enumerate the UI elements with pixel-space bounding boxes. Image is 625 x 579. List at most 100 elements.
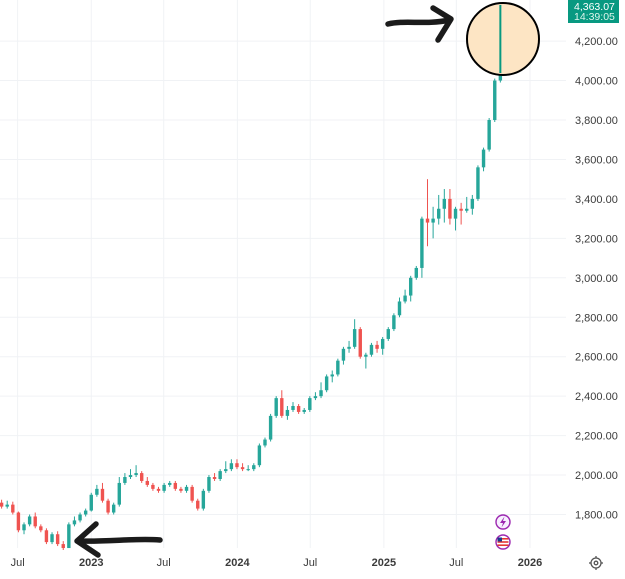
x-tick-label: Jul <box>157 557 171 569</box>
candle <box>235 459 239 470</box>
candle <box>437 194 441 225</box>
candle <box>229 459 234 472</box>
y-tick-label: 3,800.00 <box>575 115 618 127</box>
candle <box>39 524 43 533</box>
candle <box>330 370 334 383</box>
candle <box>324 374 329 393</box>
candle <box>453 206 458 231</box>
candle <box>33 512 37 529</box>
candle <box>369 342 374 357</box>
candle <box>179 486 183 493</box>
candle <box>218 469 222 481</box>
candle <box>240 463 245 472</box>
candle <box>134 465 138 478</box>
y-tick-label: 2,400.00 <box>575 391 618 403</box>
x-tick-label: 2023 <box>79 557 103 569</box>
x-tick-label: 2026 <box>518 557 542 569</box>
candle <box>408 275 413 302</box>
candle <box>380 336 385 355</box>
candle <box>302 407 306 414</box>
candle <box>358 327 362 359</box>
candle <box>263 437 267 448</box>
candle <box>5 500 9 509</box>
candle <box>375 340 379 353</box>
candle <box>95 484 99 497</box>
candle <box>470 194 475 215</box>
candle <box>397 297 402 318</box>
y-tick-label: 2,200.00 <box>575 431 618 443</box>
candle <box>61 541 65 551</box>
candle <box>11 501 15 515</box>
candle <box>89 492 93 512</box>
candle <box>78 512 82 523</box>
candle <box>336 358 340 377</box>
candle <box>352 319 357 349</box>
y-tick-label: 2,800.00 <box>575 312 618 324</box>
candle <box>319 382 323 399</box>
last-price-label: 4,363.07 <box>574 1 615 13</box>
candle <box>459 202 463 225</box>
us-flag-icon[interactable] <box>495 534 511 550</box>
candle <box>448 189 452 225</box>
candle <box>151 482 155 491</box>
candle <box>184 484 189 493</box>
candle <box>111 502 116 515</box>
candle <box>55 531 60 547</box>
y-tick-label: 4,200.00 <box>575 36 618 48</box>
y-axis: 1,800.00 2,000.00 2,200.00 2,400.00 2,600.00… <box>575 36 618 521</box>
y-tick-label: 4,000.00 <box>575 76 618 88</box>
candle <box>420 216 424 278</box>
x-tick-label: Jul <box>11 557 25 569</box>
candle <box>285 406 290 420</box>
candle <box>27 514 32 527</box>
candle <box>414 265 418 280</box>
candle <box>313 392 318 401</box>
candle <box>274 396 278 418</box>
candle <box>224 461 228 474</box>
candle <box>296 404 301 414</box>
y-tick-label: 2,600.00 <box>575 352 618 364</box>
candle <box>386 327 390 341</box>
candle <box>156 486 161 493</box>
lightning-icon[interactable] <box>495 514 511 530</box>
candle <box>100 482 105 503</box>
candle <box>341 346 346 365</box>
candle <box>201 488 206 511</box>
candle <box>392 313 396 332</box>
x-axis: Jul 2023 Jul 2024 Jul 2025 Jul 2026 <box>11 557 543 569</box>
candle <box>22 522 26 535</box>
candle <box>67 522 71 549</box>
candle <box>145 477 150 487</box>
y-tick-label: 3,000.00 <box>575 273 618 285</box>
candle <box>291 402 295 412</box>
candle <box>364 352 368 369</box>
last-price-tag <box>568 0 619 23</box>
gear-icon[interactable] <box>589 556 603 570</box>
candle <box>493 78 497 122</box>
candle <box>476 165 480 201</box>
candle <box>72 516 77 527</box>
hand-drawn-arrow-top <box>385 5 454 43</box>
candle <box>268 413 273 442</box>
candle <box>117 477 121 507</box>
candle <box>246 465 250 472</box>
candle <box>481 147 486 172</box>
candle <box>403 289 407 304</box>
x-tick-label: Jul <box>303 557 317 569</box>
candle <box>347 340 351 353</box>
candle <box>190 484 194 503</box>
candle <box>425 179 430 247</box>
y-tick-label: 3,600.00 <box>575 154 618 166</box>
x-tick-label: Jul <box>449 557 463 569</box>
candle <box>106 498 110 515</box>
candle <box>123 473 127 485</box>
candle <box>442 189 447 223</box>
candle <box>83 508 88 517</box>
candle <box>173 480 178 491</box>
candle <box>431 206 435 239</box>
candle <box>44 528 49 545</box>
candle <box>280 390 284 418</box>
candle <box>196 498 200 511</box>
x-tick-label: 2024 <box>225 557 250 569</box>
